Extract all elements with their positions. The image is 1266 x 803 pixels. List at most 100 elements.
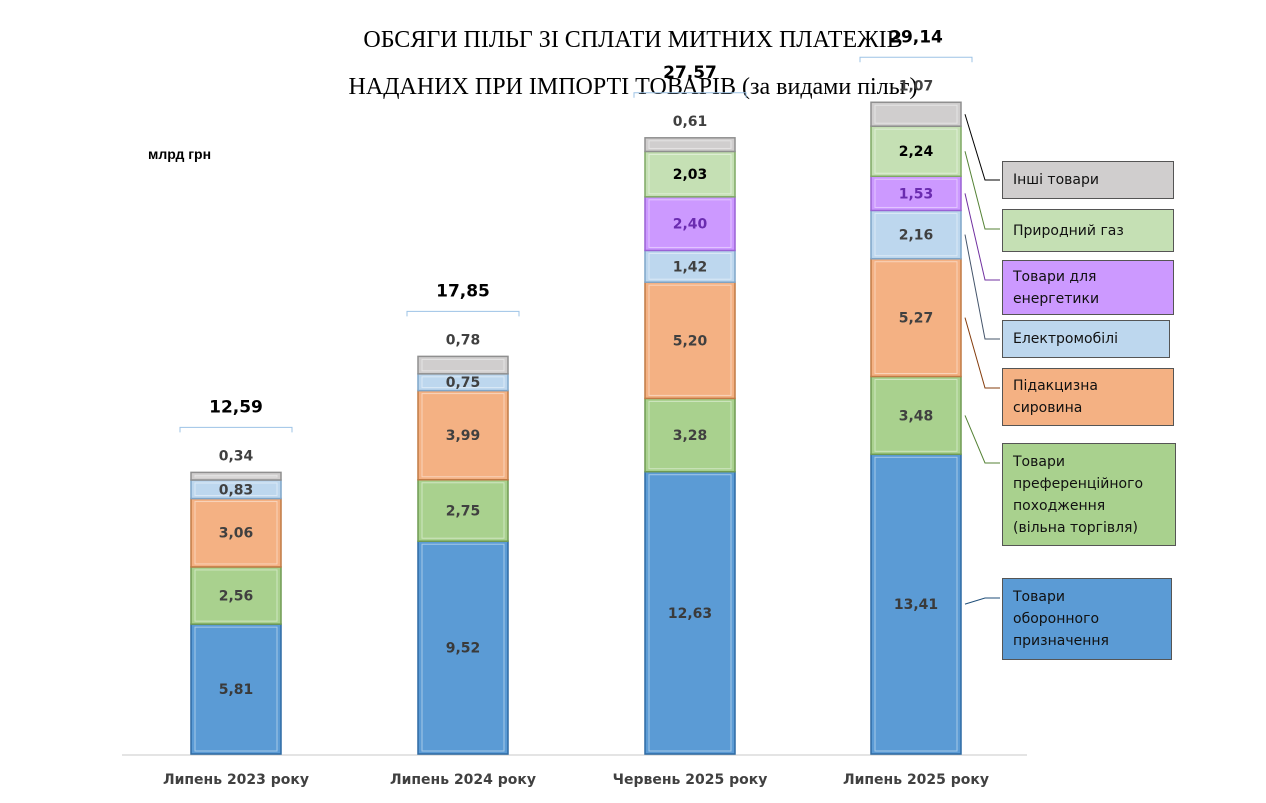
data-label: 3,48 [899,408,934,424]
legend-leader-line [964,114,1000,181]
legend-item: Товари преференційного походження (вільна т… [1002,443,1176,546]
data-label: 3,06 [219,526,254,542]
bar-segment [190,471,282,481]
x-tick-label: Липень 2024 року [390,772,536,788]
bar-segment [644,470,736,755]
bar-segment [417,479,509,542]
data-label: 0,83 [219,482,254,498]
legend-leader-line [964,234,1000,340]
data-label: 5,81 [219,682,254,698]
x-tick-label: Липень 2023 року [163,772,309,788]
data-label: 1,42 [673,259,708,275]
data-label: 2,75 [446,503,481,519]
y-axis-unit-label: млрд грн [148,146,212,162]
bar-segment-bevel [874,456,958,752]
bar-segment-bevel [421,543,505,752]
bar-segment-bevel [874,104,958,124]
total-bracket [179,426,293,433]
data-label: 5,20 [673,333,708,349]
legend-item: Товари оборонного призначення [1002,578,1172,660]
total-label: 17,85 [436,281,490,301]
legend-item-label: Товари для енергетики [1013,268,1100,307]
bar-segment-bevel [194,482,278,497]
bar-segment [644,150,736,198]
data-label: 2,16 [899,228,934,244]
bar-segment [417,355,509,375]
data-label: 2,40 [673,217,708,233]
bar-segment-bevel [874,212,958,257]
chart-title-line-1: ОБСЯГИ ПІЛЬГ ЗІ СПЛАТИ МИТНИХ ПЛАТЕЖІВ [363,27,903,53]
data-label: 0,78 [446,332,481,348]
bar-segment-bevel [874,128,958,174]
data-label: 5,27 [899,311,934,327]
bar-segment-bevel [648,140,732,149]
bar-segment-bevel [421,358,505,372]
bar-segment [190,497,282,568]
data-label: 12,63 [668,606,712,622]
legend-item-label: Інші товари [1013,172,1099,188]
bar-segment-bevel [194,569,278,622]
data-label: 1,07 [899,78,934,94]
bar-segment-bevel [648,252,732,280]
bar-segment-bevel [421,482,505,539]
bar-segment-bevel [421,376,505,389]
total-label: 27,57 [663,63,717,83]
total-label: 12,59 [209,397,263,417]
data-label: 0,61 [673,114,708,130]
total-label: 29,14 [889,27,943,47]
legend-item-label: Товари преференційного походження (вільна т… [1013,453,1144,536]
legend-item: Природний газ [1002,209,1174,252]
total-bracket [859,56,973,63]
bar-segment [870,175,962,212]
data-label: 3,99 [446,428,481,444]
legend-leader-line [964,317,1000,389]
legend-leader-line [964,415,1000,464]
data-label: 9,52 [446,641,481,657]
legend-item: Інші товари [1002,161,1174,199]
bar-segment [870,209,962,260]
bar-segment [870,101,962,127]
legend-item: Підакцизна сировина [1002,368,1174,426]
bar-segment-bevel [648,199,732,248]
bar-segment-bevel [874,261,958,375]
bar-segment-bevel [648,474,732,752]
chart-title-line-2: НАДАНИХ ПРИ ІМПОРТІ ТОВАРІВ (за видами п… [348,74,918,100]
data-label: 3,28 [673,428,708,444]
legend-leader-line [964,193,1000,281]
bar-segment [870,125,962,178]
total-bracket [406,310,520,317]
legend-item: Товари для енергетики [1002,260,1174,315]
data-label: 2,03 [673,167,708,183]
total-bracket [633,92,747,98]
bar-segment-bevel [648,153,732,195]
bar-segment [644,397,736,473]
bar-segment [870,257,962,378]
bar-segment [644,196,736,252]
bar-segment [644,281,736,400]
x-tick-label: Липень 2025 року [843,772,989,788]
bar-segment-bevel [648,284,732,396]
bar-segment-bevel [874,379,958,452]
bar-segment [644,249,736,283]
bar-segment-bevel [421,393,505,478]
legend-item: Електромобілі [1002,320,1170,358]
legend-item-label: Товари оборонного призначення [1013,589,1109,649]
bar-segment-bevel [194,626,278,752]
bar-segment-bevel [648,400,732,470]
bar-segment [644,137,736,153]
bar-segment [190,566,282,625]
data-label: 2,56 [219,589,254,605]
x-tick-label: Червень 2025 року [613,772,768,788]
data-label: 0,75 [446,375,481,391]
legend-item-label: Природний газ [1013,222,1124,239]
bar-segment-bevel [194,501,278,565]
legend-leader-line [964,151,1000,230]
legend-leader-line [964,597,1000,605]
legend-item-label: Підакцизна сировина [1013,378,1098,416]
legend-item-label: Електромобілі [1013,331,1118,347]
data-label: 1,53 [899,186,934,202]
data-label: 2,24 [899,144,934,160]
bar-segment [417,540,509,755]
bar-segment-bevel [874,178,958,208]
